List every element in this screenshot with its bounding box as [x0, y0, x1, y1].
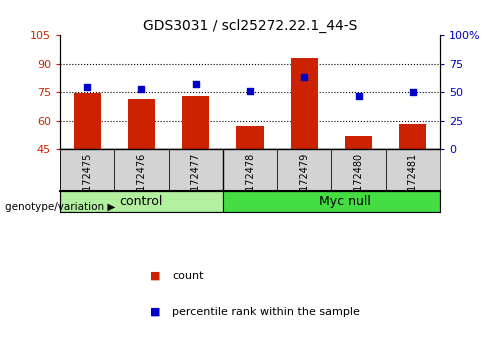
Point [83, 84, 91, 89]
Bar [168, 149, 223, 191]
Text: GSM172478: GSM172478 [245, 153, 255, 212]
Point [300, 75, 308, 80]
Point [138, 86, 145, 92]
Text: ■: ■ [150, 307, 160, 316]
Bar [345, 136, 372, 149]
Point [246, 88, 254, 94]
Bar [386, 149, 440, 191]
Bar [182, 96, 210, 149]
Bar [128, 99, 155, 149]
Text: count: count [172, 271, 204, 281]
Text: GSM172480: GSM172480 [354, 153, 364, 212]
Bar [400, 125, 426, 149]
Bar [332, 149, 386, 191]
Point [354, 93, 362, 98]
Text: genotype/variation ▶: genotype/variation ▶ [5, 202, 116, 212]
Bar [236, 126, 264, 149]
Text: control: control [120, 195, 163, 209]
Text: GSM172475: GSM172475 [82, 153, 92, 212]
Text: percentile rank within the sample: percentile rank within the sample [172, 307, 360, 316]
Bar [290, 58, 318, 149]
Bar [223, 149, 277, 191]
Text: GSM172481: GSM172481 [408, 153, 418, 212]
Text: GSM172476: GSM172476 [136, 153, 146, 212]
Point [409, 90, 417, 95]
Text: ■: ■ [150, 271, 160, 281]
Text: GSM172479: GSM172479 [300, 153, 310, 212]
Text: Myc null: Myc null [319, 195, 371, 209]
Bar [277, 149, 332, 191]
Text: GSM172477: GSM172477 [190, 153, 200, 212]
Bar [223, 191, 440, 212]
Title: GDS3031 / scl25272.22.1_44-S: GDS3031 / scl25272.22.1_44-S [143, 19, 357, 33]
Bar [74, 93, 101, 149]
Bar [114, 149, 168, 191]
Point [192, 81, 200, 87]
Bar [60, 191, 223, 212]
Bar [60, 149, 114, 191]
